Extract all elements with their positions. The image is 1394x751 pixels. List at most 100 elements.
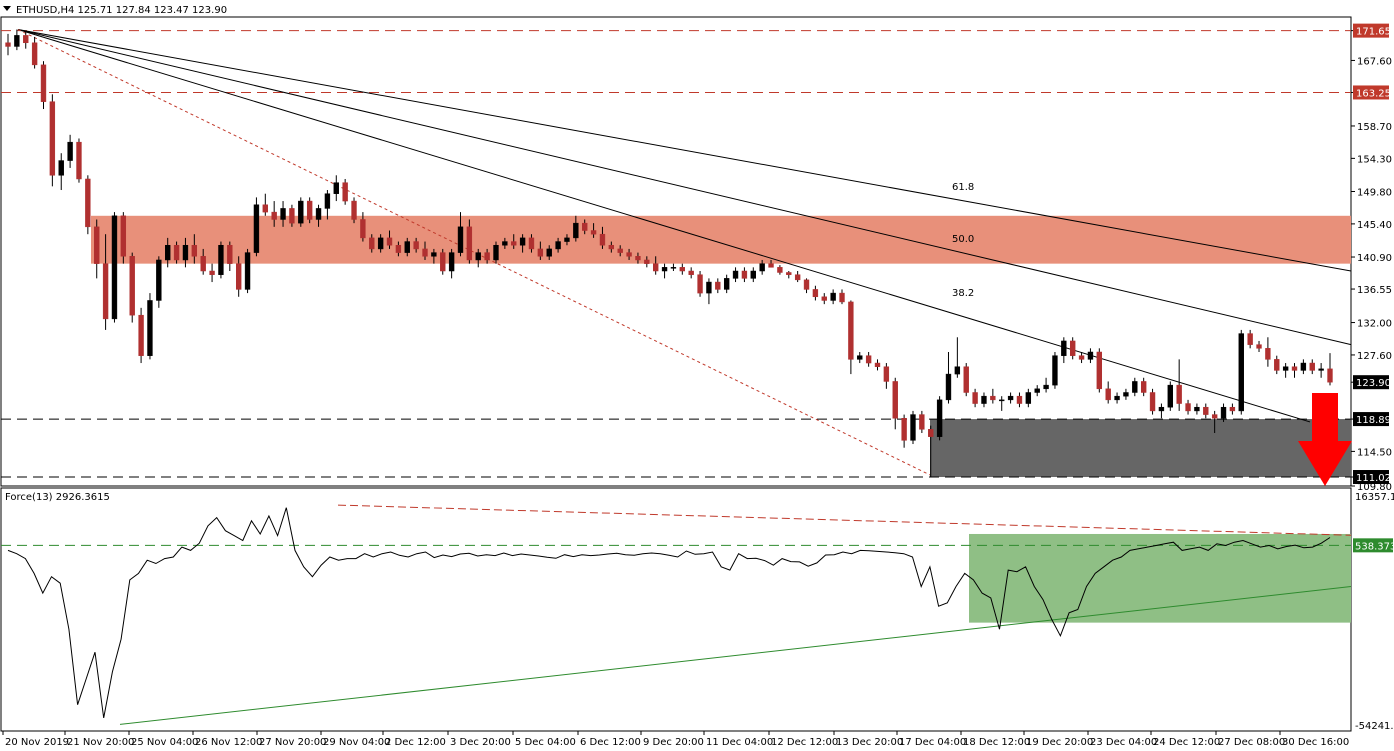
candle-body: [315, 208, 322, 220]
candle-body: [599, 233, 606, 246]
candle: [688, 267, 694, 279]
candle: [883, 363, 890, 389]
candle: [821, 293, 827, 305]
force-axis: 16357.16 538.3734 -54241.5: [1353, 492, 1394, 732]
price-axis: 171.65 167.60 163.25 158.70 154.30 149.80 145.…: [1351, 23, 1392, 493]
candle-body: [1247, 333, 1253, 345]
candle: [235, 256, 242, 297]
candle-body: [644, 259, 650, 264]
candle-body: [661, 267, 668, 272]
candle: [786, 271, 792, 279]
candle: [413, 237, 419, 253]
candle: [431, 248, 437, 264]
price-label-box: [1353, 470, 1389, 485]
time-tick-label: 19 Dec 20:00: [1026, 737, 1093, 748]
price-label-box: [1353, 412, 1389, 427]
candle-body: [821, 296, 827, 301]
candle-body: [865, 355, 872, 364]
candle-body: [49, 101, 56, 176]
fan-line-1: [17, 29, 1352, 346]
candle: [1070, 337, 1076, 360]
candle-body: [555, 241, 561, 250]
force-trendlines: [1, 504, 1352, 725]
candle-body: [440, 252, 446, 272]
candle: [874, 359, 881, 371]
candle-body: [493, 244, 499, 261]
candle-body: [697, 274, 703, 294]
candle-body: [1070, 340, 1076, 356]
candle-body: [573, 222, 579, 239]
candle-body: [23, 35, 29, 44]
candle-body: [1158, 406, 1165, 412]
time-tick-label: 23 Dec 04:00: [1090, 737, 1157, 748]
force-index-plot: Force(13) 2926.3615: [0, 487, 1352, 732]
candle-body: [395, 244, 402, 253]
candle-body: [874, 362, 881, 367]
candle-body: [741, 270, 748, 279]
price-tick-label: 114.50: [1357, 447, 1392, 458]
price-tick-label: 127.60: [1357, 351, 1392, 362]
candle-body: [750, 270, 756, 279]
candle: [315, 204, 322, 227]
candle-body: [670, 267, 677, 269]
force-bullish-zone: [969, 533, 1351, 623]
price-label-highlight: 118.89: [1356, 415, 1391, 426]
candle-body: [191, 244, 198, 257]
candle-body: [981, 395, 987, 404]
candle-body: [839, 292, 845, 303]
candle: [848, 300, 854, 375]
candle: [200, 248, 206, 275]
time-tick-label: 21 Nov 20:00: [67, 737, 134, 748]
candle: [573, 215, 579, 242]
candle-body: [1132, 381, 1138, 393]
candle-body: [235, 263, 242, 290]
candle-body: [919, 414, 925, 430]
price-tick-label: 167.60: [1357, 56, 1392, 67]
candle-body: [963, 366, 969, 393]
time-tick-label: 18 Dec 12:00: [963, 737, 1030, 748]
candle: [1016, 392, 1023, 408]
candle-body: [590, 230, 597, 235]
candle: [14, 29, 20, 51]
symbol-menu-triangle-icon[interactable]: [3, 6, 11, 11]
candle-body: [1229, 406, 1236, 412]
force-label-box: [1353, 538, 1393, 553]
candle: [892, 377, 898, 430]
candle-body: [244, 252, 251, 290]
candle: [901, 414, 907, 448]
candle: [386, 230, 393, 249]
candle: [138, 307, 144, 364]
candle-body: [1318, 368, 1324, 371]
candle: [865, 352, 872, 367]
candle-body: [94, 226, 100, 264]
candle-body: [386, 237, 393, 246]
candle: [404, 237, 410, 257]
candle: [1291, 363, 1298, 378]
fibonacci-fan: [17, 29, 1352, 476]
candle: [1123, 388, 1129, 400]
candle-body: [1087, 351, 1094, 360]
candle-body: [1194, 406, 1200, 412]
candle-body: [653, 263, 659, 272]
candle: [1140, 377, 1147, 397]
candle: [1105, 381, 1111, 404]
candle-body: [1282, 366, 1289, 371]
candle-body: [990, 395, 996, 401]
price-label-highlight: 163.25: [1356, 88, 1391, 99]
candle: [910, 410, 916, 445]
time-tick-label: 17 Dec 04:00: [899, 737, 966, 748]
candle: [519, 234, 526, 253]
candle: [102, 234, 109, 330]
candle-body: [1291, 366, 1298, 371]
candle-body: [484, 252, 490, 261]
candle-body: [688, 270, 694, 275]
candle: [395, 241, 402, 257]
candle: [227, 241, 233, 272]
candle: [723, 274, 730, 294]
price-label-highlight: 171.65: [1356, 27, 1391, 38]
candle-body: [759, 263, 765, 272]
candle: [271, 201, 277, 227]
candle-body: [404, 241, 410, 253]
time-tick-label: 27 Dec 08:00: [1218, 737, 1285, 748]
candle-body: [537, 248, 544, 257]
